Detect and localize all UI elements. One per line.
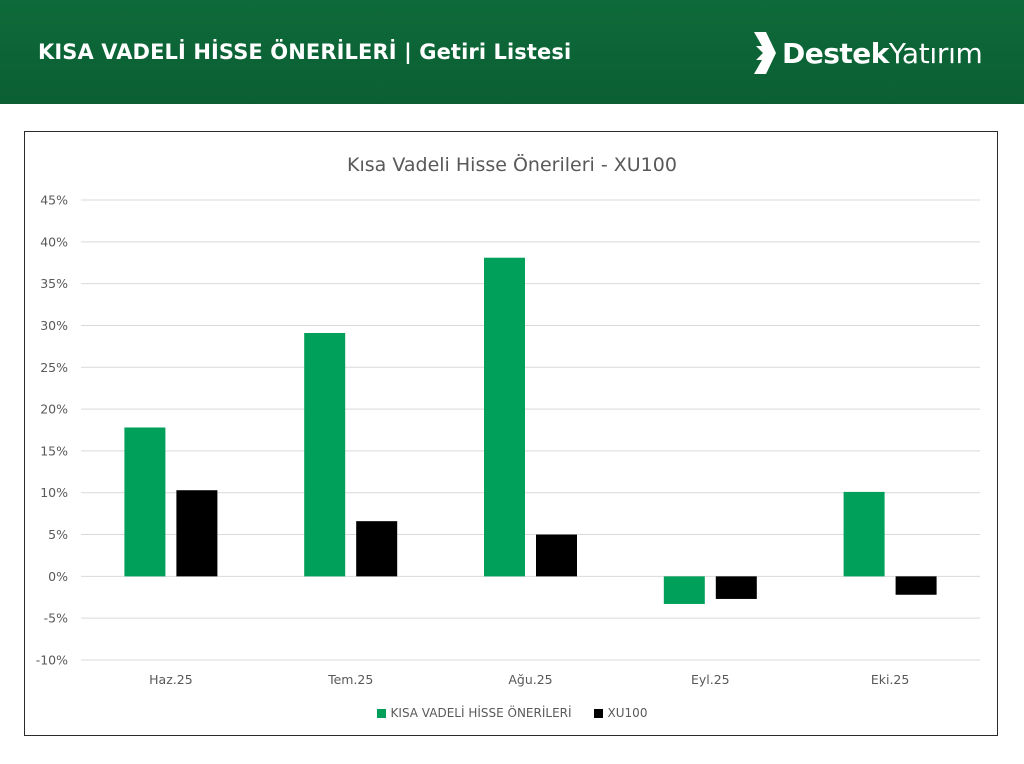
bar-kisa-vadeli xyxy=(304,332,346,577)
bar-xu100 xyxy=(356,521,398,577)
legend-label-series-1: KISA VADELİ HİSSE ÖNERİLERİ xyxy=(390,706,572,720)
chart-title: Kısa Vadeli Hisse Önerileri - XU100 xyxy=(347,154,677,176)
y-tick-label: 20% xyxy=(40,402,68,417)
bar-xu100 xyxy=(715,576,757,599)
y-tick-label: 5% xyxy=(48,527,68,542)
y-tick-label: 10% xyxy=(40,485,68,500)
x-tick-label: Haz.25 xyxy=(149,672,193,687)
y-tick-label: 35% xyxy=(40,276,68,291)
y-tick-label: 45% xyxy=(40,193,68,208)
legend-item-series-1: KISA VADELİ HİSSE ÖNERİLERİ xyxy=(376,706,572,720)
chart-legend: KISA VADELİ HİSSE ÖNERİLERİ XU100 xyxy=(25,706,999,720)
logo-text-light: Yatırım xyxy=(888,36,983,70)
logo-chevron-icon xyxy=(754,32,776,74)
bar-xu100 xyxy=(536,534,577,577)
legend-swatch-series-2 xyxy=(593,708,603,718)
page-title: KISA VADELİ HİSSE ÖNERİLERİ | Getiri Lis… xyxy=(38,40,572,64)
y-tick-label: 40% xyxy=(40,234,68,249)
y-tick-label: 25% xyxy=(40,360,68,375)
y-tick-label: -10% xyxy=(36,653,68,668)
logo-text-bold: Destek xyxy=(782,36,889,70)
bar-kisa-vadeli xyxy=(843,491,885,577)
legend-label-series-2: XU100 xyxy=(607,706,648,720)
y-tick-label: 30% xyxy=(40,318,68,333)
bar-xu100 xyxy=(176,490,218,577)
bar-kisa-vadeli xyxy=(124,427,166,577)
legend-item-series-2: XU100 xyxy=(593,706,648,720)
bar-kisa-vadeli xyxy=(663,576,705,604)
bar-kisa-vadeli xyxy=(484,257,525,577)
y-tick-label: -5% xyxy=(44,611,68,626)
bar-chart: 45% 40% 35% 30% 25% 20% 15% 10% 5% 0% -5% -10% Haz.2… xyxy=(36,193,980,687)
y-tick-label: 0% xyxy=(48,569,68,584)
x-tick-label: Ağu.25 xyxy=(508,672,552,687)
y-tick-label: 15% xyxy=(40,443,68,458)
header-banner: KISA VADELİ HİSSE ÖNERİLERİ | Getiri Lis… xyxy=(0,0,1024,104)
x-tick-label: Eki.25 xyxy=(871,672,910,687)
chart-container: Kısa Vadeli Hisse Önerileri - XU100 45% 4… xyxy=(24,131,998,736)
x-tick-label: Eyl.25 xyxy=(691,672,730,687)
company-logo: Destek Yatırım xyxy=(752,30,983,76)
legend-swatch-series-1 xyxy=(376,708,386,718)
x-tick-label: Tem.25 xyxy=(327,672,373,687)
bar-xu100 xyxy=(895,576,937,595)
